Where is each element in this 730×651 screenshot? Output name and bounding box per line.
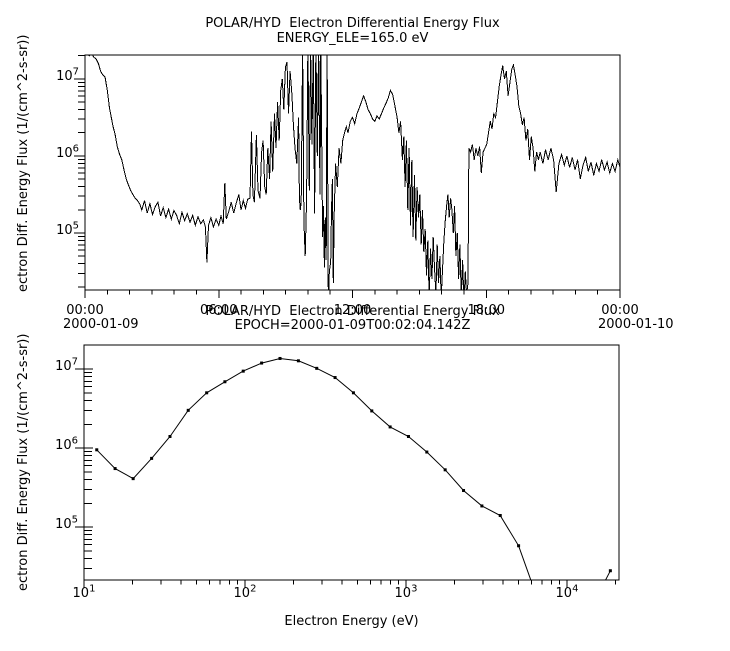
top-chart-title: POLAR/HYD Electron Differential Energy F… [205,16,500,31]
bottom-chart-subtitle: EPOCH=2000-01-09T00:02:04.142Z [234,318,471,333]
top-chart-subtitle: ENERGY_ELE=165.0 eV [276,31,429,46]
bottom-chart-y-tick-label: 105 [55,514,78,533]
bottom-chart-x-tick-label: 102 [233,583,257,601]
top-chart-x-tick-label: 18:00 [467,303,505,318]
top-chart-x-tick-label: 00:00 [601,303,639,318]
top-chart-y-axis-label: ectron Diff. Energy Flux (1/(cm^2-s-sr)) [16,34,31,292]
top-chart-y-tick-label: 106 [56,143,79,161]
bottom-chart-y-tick-label: 107 [55,356,78,375]
top-chart-x-tick-label: 12:00 [333,303,372,318]
bottom-chart-x-tick-label: 104 [555,583,579,601]
top-chart-x-tick-date: 2000-01-10 [598,317,674,332]
top-chart-x-tick-label: 06:00 [200,303,238,318]
top-chart-x-tick-date: 2000-01-09 [63,317,139,332]
top-chart-x-tick-label: 00:00 [66,303,104,318]
bottom-chart-x-tick-label: 101 [72,583,96,601]
bottom-chart-y-tick-label: 106 [55,435,78,454]
bottom-chart-x-tick-label: 103 [394,583,418,601]
bottom-chart-title: POLAR/HYD Electron Differential Energy F… [205,304,500,319]
top-chart-y-tick-label: 105 [56,220,79,238]
top-chart-y-tick-label: 107 [56,66,79,84]
bottom-chart-y-axis-label: ectron Diff. Energy Flux (1/(cm^2-s-sr)) [16,333,31,591]
bottom-chart-x-axis-label: Electron Energy (eV) [284,614,419,629]
